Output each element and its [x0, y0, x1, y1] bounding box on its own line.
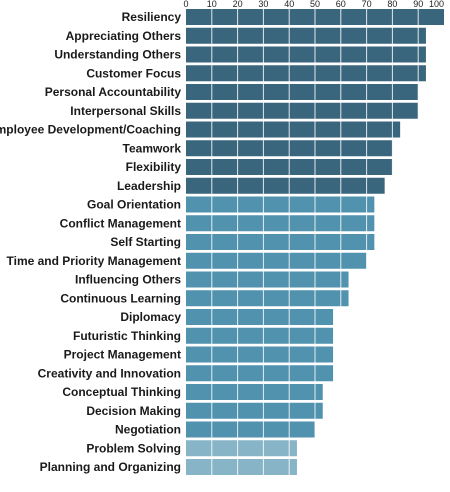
bar: [186, 215, 375, 232]
category-label: Diplomacy: [120, 310, 181, 324]
x-tick-label: 40: [284, 0, 294, 9]
category-label: Appreciating Others: [66, 29, 182, 43]
category-label: Conceptual Thinking: [62, 385, 181, 399]
bar: [186, 290, 349, 307]
bar: [186, 421, 315, 438]
x-tick-label: 0: [183, 0, 188, 9]
category-label: Time and Priority Management: [7, 254, 182, 268]
bar: [186, 27, 426, 44]
bar: [186, 121, 401, 138]
category-label: Resiliency: [122, 10, 182, 24]
x-tick-label: 90: [413, 0, 423, 9]
bar: [186, 65, 426, 82]
category-label: Teamwork: [123, 141, 182, 155]
x-axis-ticks: 0 10 20 30 40 50 60 70 80 90 100: [183, 0, 444, 9]
bar: [186, 252, 367, 269]
bar: [186, 102, 419, 119]
bar: [186, 402, 323, 419]
x-tick-label: 50: [310, 0, 320, 9]
x-tick-label: 30: [258, 0, 268, 9]
category-label: Conflict Management: [60, 216, 181, 230]
bar: [186, 365, 334, 382]
category-label: Futuristic Thinking: [73, 329, 181, 343]
category-label: Leadership: [117, 179, 181, 193]
bar: [186, 271, 349, 288]
bar: [186, 327, 334, 344]
x-tick-label: 70: [362, 0, 372, 9]
category-label: Personal Accountability: [45, 85, 182, 99]
bar: [186, 346, 334, 363]
category-label: Problem Solving: [86, 441, 181, 455]
bar: [186, 384, 323, 400]
gridlines: [211, 9, 419, 475]
bar: [186, 309, 334, 325]
bar: [186, 177, 385, 194]
category-label: Negotiation: [115, 423, 181, 437]
x-tick-label: 10: [207, 0, 217, 9]
category-label: Influencing Others: [75, 273, 181, 287]
category-label: Goal Orientation: [87, 198, 181, 212]
category-label: Customer Focus: [86, 66, 181, 80]
category-label: Employee Development/Coaching: [0, 123, 181, 137]
bar: [186, 440, 297, 457]
category-label: Project Management: [64, 348, 181, 362]
category-label: Understanding Others: [54, 48, 181, 62]
category-label: Interpersonal Skills: [70, 104, 181, 118]
x-tick-label: 100: [429, 0, 444, 9]
category-label: Self Starting: [110, 235, 181, 249]
category-label: Decision Making: [86, 404, 181, 418]
category-label: Flexibility: [126, 160, 182, 174]
x-tick-label: 80: [387, 0, 397, 9]
category-labels: Resiliency Appreciating Others Understandi…: [0, 10, 181, 474]
x-tick-label: 60: [336, 0, 346, 9]
bar: [186, 84, 419, 100]
category-label: Creativity and Innovation: [38, 366, 181, 380]
category-label: Planning and Organizing: [40, 460, 181, 474]
category-label: Continuous Learning: [60, 291, 181, 305]
bar: [186, 459, 297, 475]
x-tick-label: 20: [233, 0, 243, 9]
bar: [186, 196, 375, 213]
bar: [186, 46, 426, 63]
bar: [186, 234, 375, 250]
